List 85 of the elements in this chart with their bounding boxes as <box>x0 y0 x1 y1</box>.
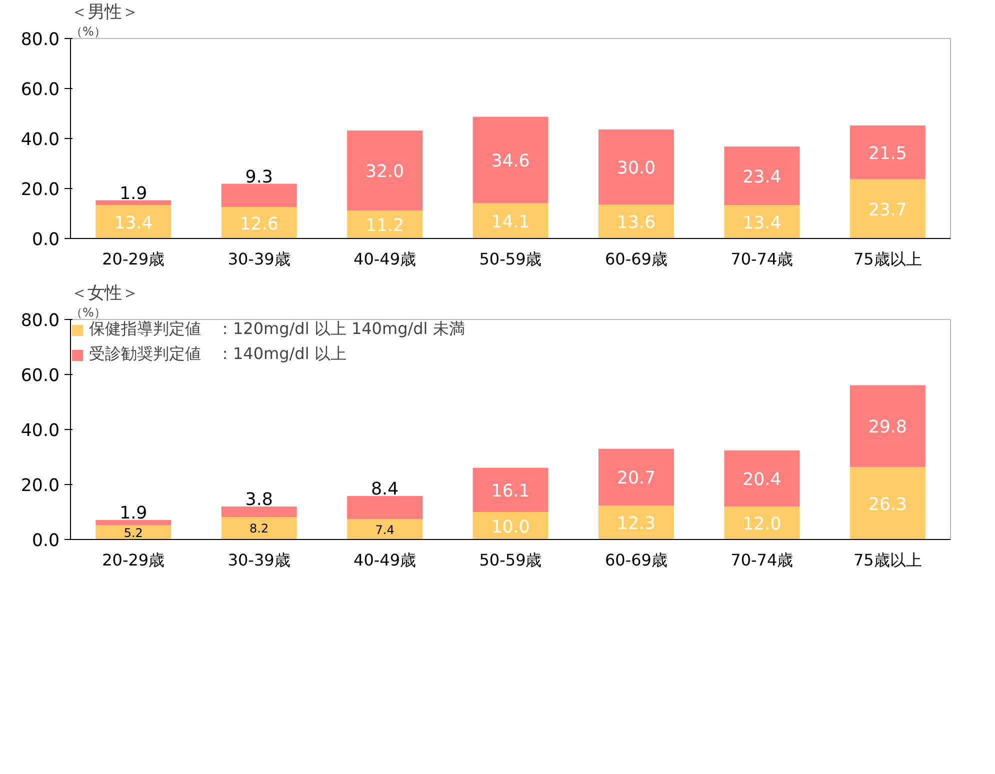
data-label: 20.4 <box>742 470 782 490</box>
chart-title: ＜男性＞ <box>70 2 138 22</box>
bar <box>221 516 297 540</box>
bar <box>472 116 548 204</box>
x-tick-label: 75歳以上 <box>853 550 922 570</box>
x-tick-label: 40-49歳 <box>354 550 416 570</box>
bar <box>724 205 800 238</box>
bar <box>96 205 172 238</box>
y-tick-label: 80.0 <box>20 311 60 331</box>
bar <box>472 468 548 512</box>
bar <box>347 210 422 238</box>
bar <box>96 520 172 526</box>
data-label: 3.8 <box>245 490 273 510</box>
bar <box>724 146 800 205</box>
x-tick-label: 60-69歳 <box>604 250 668 268</box>
data-label: 10.0 <box>491 517 530 538</box>
bar <box>472 203 548 238</box>
y-axis-title: （%） <box>70 306 106 320</box>
data-label: 30.0 <box>616 158 656 178</box>
x-tick-label: 20-29歳 <box>102 250 165 268</box>
x-tick-label: 20-29歳 <box>102 550 165 570</box>
bar <box>724 506 800 540</box>
bar <box>598 204 674 238</box>
bar <box>850 385 926 468</box>
bar <box>724 450 800 506</box>
chart-title: ＜女性＞ <box>70 284 138 304</box>
x-tick-label: 70-74歳 <box>730 550 794 570</box>
data-label: 1.9 <box>120 504 148 524</box>
x-tick-label: 30-39歳 <box>228 250 290 268</box>
bar <box>221 184 297 207</box>
data-label: 14.1 <box>491 212 530 232</box>
y-tick-label: 20.0 <box>20 180 60 200</box>
data-label: 23.7 <box>868 200 907 220</box>
x-tick-label: 30-39歳 <box>228 550 290 570</box>
data-label: 5.2 <box>124 526 143 540</box>
data-label: 12.0 <box>742 514 782 534</box>
y-tick-label: 20.0 <box>20 476 60 496</box>
bar <box>850 126 926 180</box>
bar <box>850 467 926 540</box>
data-label: 13.4 <box>114 213 153 234</box>
data-label: 8.4 <box>371 480 399 500</box>
data-label: 34.6 <box>491 152 530 172</box>
bar <box>221 207 297 238</box>
bar <box>347 519 422 540</box>
data-label: 16.1 <box>491 481 530 502</box>
data-label: 29.8 <box>868 418 907 438</box>
x-tick-label: 50-59歳 <box>479 250 542 268</box>
y-axis-title: （%） <box>70 24 106 38</box>
legend-label: 受診勧奨判定値 ：140mg/dl 以上 <box>89 344 346 365</box>
data-label: 9.3 <box>245 168 273 188</box>
data-label: 12.6 <box>240 214 278 234</box>
data-label: 13.4 <box>742 213 782 234</box>
x-tick-label: 40-49歳 <box>354 250 416 268</box>
data-label: 11.2 <box>365 216 404 236</box>
bar <box>347 496 422 520</box>
y-tick-label: 60.0 <box>20 80 60 100</box>
x-tick-label: 75歳以上 <box>853 250 922 268</box>
x-tick-label: 50-59歳 <box>479 550 542 570</box>
bar <box>221 506 297 517</box>
y-tick-label: 40.0 <box>20 421 60 441</box>
legend-label: 保健指導判定値 ：120mg/dl 以上 140mg/dl 未満 <box>89 319 465 340</box>
bar <box>96 525 172 540</box>
x-tick-label: 70-74歳 <box>730 250 794 268</box>
data-label: 20.7 <box>616 468 656 489</box>
bar <box>598 130 674 204</box>
y-tick-label: 0.0 <box>32 531 60 551</box>
bar <box>598 506 674 540</box>
data-label: 32.0 <box>365 162 404 182</box>
data-label: 1.9 <box>120 184 148 204</box>
bar <box>347 130 422 210</box>
y-tick-label: 60.0 <box>20 366 60 386</box>
bar <box>598 448 674 506</box>
y-tick-label: 40.0 <box>20 130 60 150</box>
data-label: 8.2 <box>250 522 269 536</box>
data-label: 12.3 <box>616 514 656 534</box>
data-label: 23.4 <box>742 167 782 188</box>
data-label: 26.3 <box>868 494 907 515</box>
y-tick-label: 0.0 <box>32 230 60 250</box>
y-tick-label: 80.0 <box>20 30 60 50</box>
data-label: 13.6 <box>616 213 656 233</box>
data-label: 21.5 <box>868 144 907 164</box>
data-label: 7.4 <box>375 522 394 537</box>
bar <box>96 200 172 205</box>
x-tick-label: 60-69歳 <box>604 550 668 570</box>
bar <box>850 179 926 238</box>
